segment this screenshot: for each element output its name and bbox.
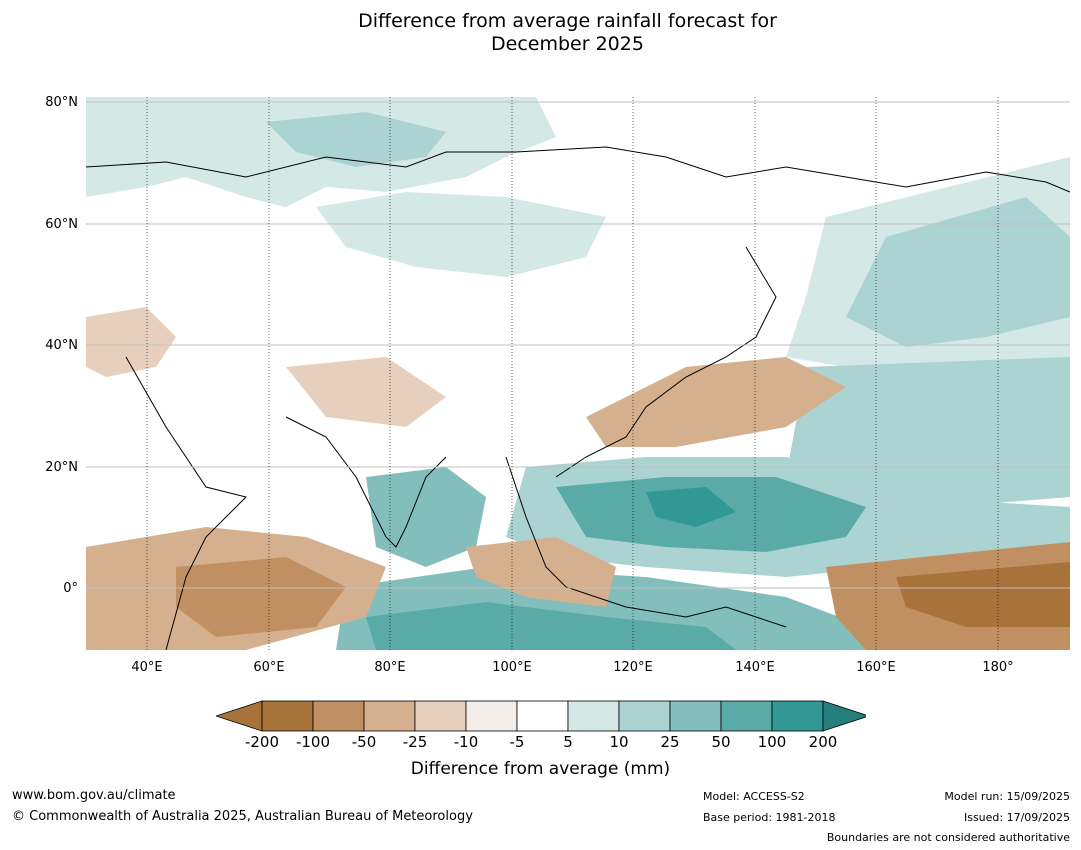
lon-label-100e: 100°E (492, 660, 532, 675)
southeast-asia-coastline (505, 456, 787, 628)
middle-east-dry-area (86, 307, 176, 377)
model-run-date: Model run: 15/09/2025 (944, 790, 1070, 803)
lat-label-equator: 0° (63, 581, 78, 596)
colorbar-cell (414, 700, 467, 732)
rainfall-map (86, 97, 1070, 650)
lat-label-60n: 60°N (45, 217, 78, 232)
lon-label-160e: 160°E (856, 660, 896, 675)
title-line-2: December 2025 (491, 33, 644, 55)
lat-label-80n: 80°N (45, 95, 78, 110)
boundaries-note: Boundaries are not considered authoritat… (826, 831, 1070, 844)
map-svg (86, 97, 1070, 650)
website-link[interactable]: www.bom.gov.au/climate (12, 788, 176, 803)
latitude-gridlines (86, 101, 1070, 589)
base-period: Base period: 1981-2018 (703, 811, 836, 824)
coastlines (86, 146, 1070, 650)
wet-anomaly-areas (86, 97, 1070, 650)
copyright-text: © Commonwealth of Australia 2025, Austra… (12, 809, 473, 824)
colorbar-cell (465, 700, 518, 732)
tropical-pacific-wet-peak (646, 487, 736, 527)
dry-anomaly-areas (86, 307, 1070, 650)
lon-label-40e: 40°E (131, 660, 163, 675)
central-pacific-dry-core (896, 562, 1070, 627)
lon-label-180: 180° (982, 660, 1014, 675)
colorbar-label: Difference from average (mm) (410, 759, 671, 779)
colorbar-tick-label: -10 (453, 733, 479, 751)
lon-label-120e: 120°E (613, 660, 653, 675)
colorbar-tick-label: 10 (609, 733, 629, 751)
colorbar-tick-label: 5 (563, 733, 573, 751)
colorbar-cell (669, 700, 722, 732)
colorbar-extend-low (216, 700, 263, 732)
colorbar-cell (261, 700, 314, 732)
lon-label-80e: 80°E (374, 660, 406, 675)
lat-label-20n: 20°N (45, 460, 78, 475)
india-coastline (285, 416, 447, 548)
map-title: Difference from average rainfall forecas… (0, 10, 1081, 56)
colorbar-cell (312, 700, 365, 732)
colorbar-tick-label: -5 (509, 733, 525, 751)
indian-ocean-wet-core (366, 602, 736, 650)
colorbar-cell (720, 700, 773, 732)
colorbar-cells (216, 700, 866, 732)
colorbar (216, 700, 866, 732)
colorbar-cell (771, 700, 824, 732)
lon-label-60e: 60°E (253, 660, 285, 675)
himalaya-dry-area (286, 357, 446, 427)
lon-label-140e: 140°E (735, 660, 775, 675)
colorbar-extend-high (822, 700, 866, 732)
colorbar-tick-label: -100 (295, 733, 331, 751)
longitude-gridlines (146, 97, 999, 650)
north-pacific-wet-band (786, 357, 1070, 507)
colorbar-tick-label: -25 (402, 733, 428, 751)
colorbar-cell (567, 700, 620, 732)
northwest-pacific-wet-core (846, 197, 1070, 347)
colorbar-cell (363, 700, 416, 732)
issued-date: Issued: 17/09/2025 (963, 811, 1070, 824)
maritime-continent-dry-area (466, 537, 616, 607)
arabia-africa-coastline (125, 356, 247, 650)
colorbar-cell (516, 700, 569, 732)
arctic-wet-core (266, 112, 446, 167)
siberia-wet-area (316, 192, 606, 277)
title-line-1: Difference from average rainfall forecas… (358, 10, 777, 32)
east-china-sea-dry-area (586, 357, 846, 447)
colorbar-tick-label: -200 (244, 733, 280, 751)
colorbar-tick-label: -50 (351, 733, 377, 751)
colorbar-tick-label: 100 (757, 733, 787, 751)
lat-label-40n: 40°N (45, 338, 78, 353)
colorbar-tick-label: 25 (660, 733, 680, 751)
east-africa-dry-core (176, 557, 346, 637)
model-name: Model: ACCESS-S2 (703, 790, 805, 803)
colorbar-tick-label: 200 (808, 733, 838, 751)
east-asia-coastline (555, 246, 777, 478)
north-asia-coastline (86, 146, 1070, 193)
colorbar-cell (618, 700, 671, 732)
colorbar-tick-label: 50 (711, 733, 731, 751)
bay-of-bengal-wet-area (366, 467, 486, 567)
